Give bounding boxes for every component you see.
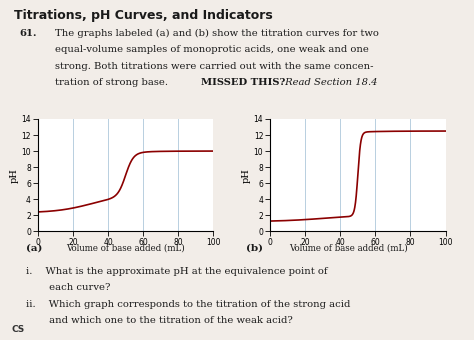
Text: each curve?: each curve? xyxy=(26,283,110,292)
Text: strong. Both titrations were carried out with the same concen-: strong. Both titrations were carried out… xyxy=(55,62,373,70)
Text: and which one to the titration of the weak acid?: and which one to the titration of the we… xyxy=(26,316,293,325)
Text: (a): (a) xyxy=(26,243,43,252)
Text: 61.: 61. xyxy=(19,29,36,38)
Text: Volume of base added (mL): Volume of base added (mL) xyxy=(289,243,408,252)
Text: Titrations, pH Curves, and Indicators: Titrations, pH Curves, and Indicators xyxy=(14,8,273,21)
Text: equal-volume samples of monoprotic acids, one weak and one: equal-volume samples of monoprotic acids… xyxy=(55,45,368,54)
Text: The graphs labeled (a) and (b) show the titration curves for two: The graphs labeled (a) and (b) show the … xyxy=(55,29,378,38)
Y-axis label: pH: pH xyxy=(9,168,18,183)
Text: MISSED THIS?: MISSED THIS? xyxy=(201,78,286,87)
Text: Read Section 18.4: Read Section 18.4 xyxy=(282,78,377,87)
Y-axis label: pH: pH xyxy=(242,168,251,183)
Text: CS: CS xyxy=(11,325,24,334)
Text: ii.  Which graph corresponds to the titration of the strong acid: ii. Which graph corresponds to the titra… xyxy=(26,300,350,308)
Text: i.  What is the approximate pH at the equivalence point of: i. What is the approximate pH at the equ… xyxy=(26,267,328,276)
Text: tration of strong base.: tration of strong base. xyxy=(55,78,171,87)
Text: (b): (b) xyxy=(246,243,264,252)
Text: Volume of base added (mL): Volume of base added (mL) xyxy=(66,243,185,252)
